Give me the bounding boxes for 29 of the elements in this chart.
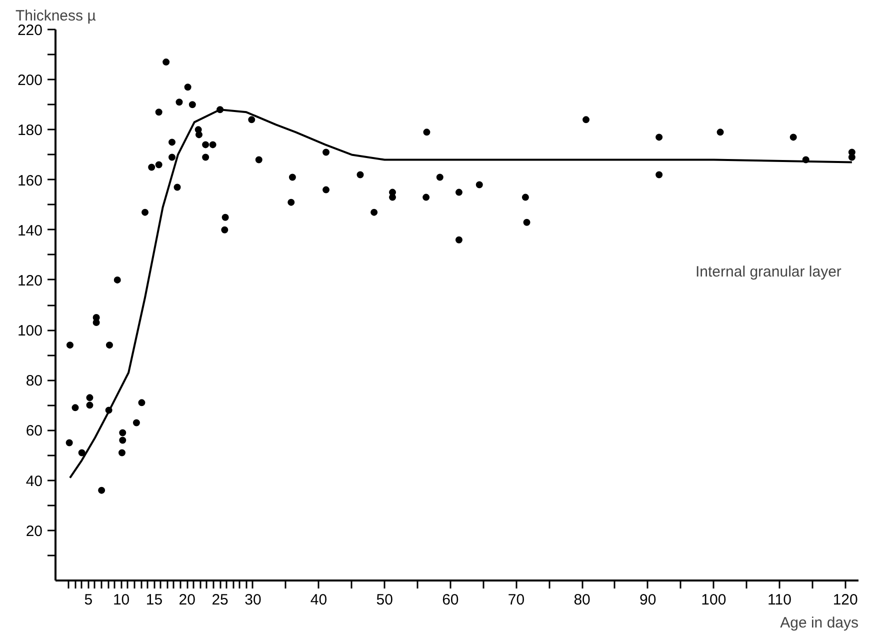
x-tick-label: 5	[84, 592, 93, 608]
x-tick-label: 110	[768, 592, 792, 608]
y-tick-label: 140	[17, 222, 43, 240]
y-axis-title: Thickness µ	[16, 8, 96, 24]
x-tick-label: 10	[112, 592, 130, 608]
x-tick-label: 30	[244, 592, 262, 608]
y-tick-label: 200	[17, 72, 43, 90]
x-tick-label: 50	[376, 592, 393, 608]
annotation: Internal granular layer	[696, 264, 842, 280]
y-tick-label: 20	[26, 522, 43, 540]
y-tick-label: 100	[17, 322, 43, 340]
x-tick-label: 120	[832, 592, 858, 608]
x-tick-label: 80	[574, 592, 590, 608]
y-tick-label: 160	[17, 172, 43, 190]
y-tick-label: 60	[26, 422, 43, 440]
y-tick-label: 220	[17, 22, 43, 39]
x-tick-label: 100	[701, 592, 726, 608]
x-tick-label: 25	[212, 592, 228, 608]
y-tick-label: 120	[17, 272, 43, 290]
y-tick-label: 180	[17, 122, 43, 140]
x-tick-label: 70	[508, 592, 525, 608]
x-tick-label: 90	[640, 592, 656, 608]
x-tick-label: 15	[146, 592, 163, 608]
y-tick-label: 40	[26, 472, 43, 490]
x-tick-label: 20	[178, 592, 196, 608]
x-axis-title: Age in days	[780, 614, 859, 632]
x-tick-label: 60	[442, 592, 459, 608]
x-tick-label: 40	[310, 592, 328, 608]
y-tick-label: 80	[26, 372, 43, 390]
